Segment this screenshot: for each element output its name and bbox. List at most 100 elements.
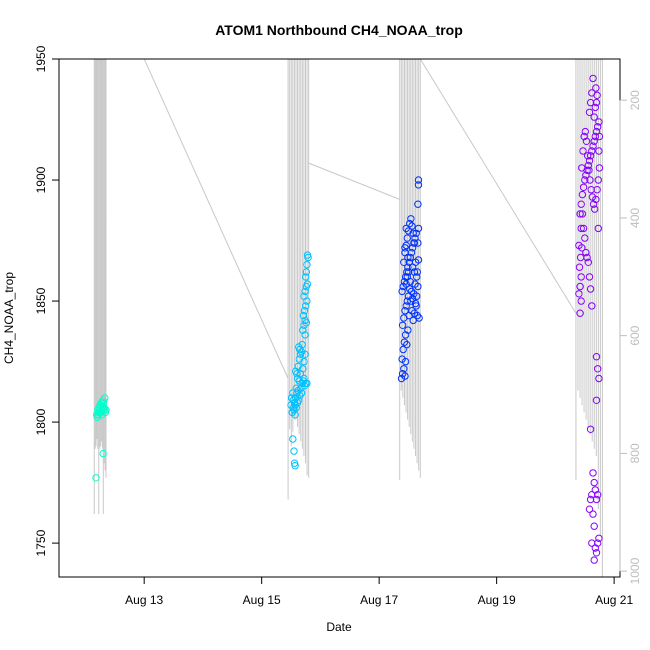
data-point <box>404 253 412 262</box>
data-point <box>593 91 601 100</box>
data-point <box>579 224 588 233</box>
data-point <box>401 244 409 252</box>
data-point <box>575 241 583 250</box>
data-point <box>404 263 412 271</box>
data-point <box>411 280 419 288</box>
data-point <box>99 396 107 404</box>
data-point <box>408 294 417 303</box>
data-point <box>98 411 106 419</box>
data-point <box>406 219 414 228</box>
secondary-y-tick-label: 800 <box>628 443 642 463</box>
data-point <box>582 137 591 146</box>
x-axis: Aug 13 Aug 15 Aug 17 Aug 19 Aug 21 <box>125 576 633 607</box>
data-point <box>594 224 602 233</box>
data-point <box>595 147 603 155</box>
data-point <box>579 147 587 155</box>
data-point <box>410 290 418 298</box>
data-point <box>409 229 417 238</box>
data-point <box>589 74 597 83</box>
data-point <box>594 365 602 373</box>
y-tick-label: 1800 <box>34 408 48 435</box>
data-point <box>595 132 604 141</box>
data-point <box>414 239 422 247</box>
data-point <box>402 224 410 233</box>
x-tick-label: Aug 21 <box>595 593 633 607</box>
data-point <box>414 181 423 189</box>
data-point <box>589 142 597 150</box>
data-point <box>414 200 422 208</box>
data-point <box>583 253 591 262</box>
data-point <box>581 176 589 184</box>
data-point <box>586 176 594 184</box>
data-point <box>401 357 410 366</box>
y-axis: 1750 1800 1850 1900 1950 <box>34 45 60 556</box>
data-point <box>296 370 305 378</box>
secondary-y-tick-label: 1000 <box>628 557 642 584</box>
data-point <box>402 280 410 288</box>
data-point <box>584 152 592 160</box>
data-point <box>289 396 298 404</box>
data-point <box>102 406 110 414</box>
data-point <box>303 251 312 259</box>
data-point <box>99 449 107 458</box>
data-point <box>413 311 421 320</box>
data-point <box>406 253 414 262</box>
data-point <box>399 345 407 354</box>
x-tick-label: Aug 19 <box>478 593 516 607</box>
data-point <box>576 282 584 291</box>
data-point <box>589 469 597 477</box>
data-point <box>591 205 599 213</box>
plot-frame <box>58 58 621 578</box>
data-point <box>590 478 598 487</box>
data-point <box>400 258 408 266</box>
data-point <box>586 425 595 433</box>
data-point <box>594 491 602 499</box>
x-tick-label: Aug 15 <box>243 593 281 607</box>
data-point <box>92 474 100 482</box>
data-point <box>595 534 603 542</box>
data-point <box>577 297 585 305</box>
data-point <box>403 234 411 242</box>
data-point <box>300 307 309 315</box>
data-point <box>407 287 416 296</box>
data-point <box>290 447 298 455</box>
flight-track-connector <box>107 59 289 379</box>
data-point <box>585 505 594 513</box>
chart-title: ATOM1 Northbound CH4_NOAA_trop <box>215 22 463 38</box>
x-tick-label: Aug 13 <box>125 593 163 607</box>
data-point <box>578 164 586 172</box>
y-tick-label: 1750 <box>34 529 48 556</box>
data-point <box>295 396 303 404</box>
data-point <box>301 350 309 358</box>
data-point <box>591 132 599 141</box>
data-point <box>576 309 584 317</box>
data-point <box>412 302 420 310</box>
data-point <box>398 287 406 296</box>
data-point <box>414 176 423 184</box>
data-point <box>586 152 595 160</box>
data-points <box>92 74 604 564</box>
data-point <box>594 539 602 547</box>
data-point <box>410 239 419 247</box>
data-point <box>300 321 308 329</box>
data-point <box>586 285 595 293</box>
data-point <box>400 365 408 373</box>
data-point <box>594 123 602 131</box>
data-point <box>588 147 596 155</box>
data-point <box>578 190 587 199</box>
data-point <box>401 372 409 380</box>
data-point <box>405 311 413 320</box>
data-point <box>585 108 594 117</box>
data-point <box>402 302 410 310</box>
data-point <box>581 127 589 136</box>
data-point <box>408 263 417 271</box>
data-point <box>589 200 598 208</box>
data-point <box>579 183 588 192</box>
data-point <box>408 244 417 252</box>
data-point <box>577 224 585 233</box>
data-point <box>592 84 600 92</box>
data-point <box>291 401 299 409</box>
data-point <box>595 164 604 172</box>
flight-track-lines <box>93 59 603 577</box>
data-point <box>575 263 584 271</box>
